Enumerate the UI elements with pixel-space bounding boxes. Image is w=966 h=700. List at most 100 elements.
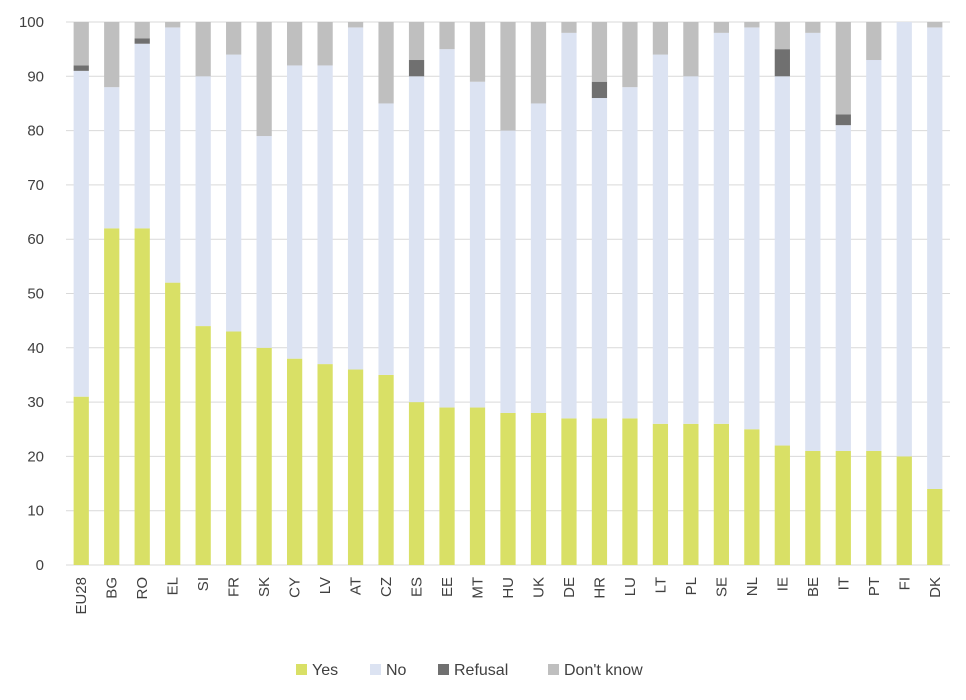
- bar-segment-no: [713, 32, 729, 424]
- bar-segment-no: [896, 22, 912, 457]
- bar-segment-yes: [134, 228, 150, 565]
- bar-segment-don-t-know: [683, 22, 699, 77]
- bar-segment-don-t-know: [866, 22, 882, 61]
- bar-segment-don-t-know: [347, 22, 364, 28]
- bar-segment-don-t-know: [73, 22, 89, 66]
- bar-segment-yes: [317, 364, 333, 565]
- x-tick-label: SK: [256, 577, 273, 597]
- bar-segment-no: [866, 60, 882, 451]
- bar-segment-don-t-know: [835, 22, 851, 115]
- bar-segment-yes: [378, 374, 394, 565]
- x-tick-label: CZ: [378, 577, 395, 597]
- x-tick-label: BG: [104, 577, 121, 599]
- x-tick-label: IE: [774, 577, 791, 591]
- bar-segment-no: [683, 76, 699, 424]
- x-tick-label: EL: [165, 577, 182, 595]
- bar-segment-no: [287, 65, 303, 359]
- bar-segment-don-t-know: [713, 22, 729, 33]
- legend-swatch: [296, 664, 307, 675]
- bar-segment-no: [561, 32, 577, 419]
- x-tick-label: DE: [561, 577, 578, 598]
- x-tick-label: AT: [348, 577, 365, 595]
- bar-segment-no: [652, 54, 669, 424]
- bar-segment-yes: [165, 282, 181, 565]
- x-tick-label: CY: [287, 577, 304, 598]
- bar-segment-don-t-know: [195, 22, 211, 77]
- bar-segment-don-t-know: [774, 22, 790, 50]
- bar-segment-yes: [500, 412, 516, 565]
- legend-label: No: [386, 662, 407, 679]
- bar-segment-no: [744, 27, 760, 430]
- bar-segment-no: [317, 65, 333, 365]
- x-tick-label: HU: [500, 577, 517, 599]
- y-tick-label: 0: [36, 557, 44, 574]
- x-tick-label: SE: [713, 577, 730, 597]
- bar-segment-don-t-know: [622, 22, 638, 88]
- bar-segment-no: [256, 136, 272, 348]
- bar-segment-yes: [866, 450, 882, 565]
- bar-segment-yes: [195, 326, 211, 565]
- bar-segment-yes: [805, 450, 821, 565]
- x-tick-label: PT: [866, 577, 883, 596]
- bar-segment-no: [622, 87, 638, 419]
- x-tick-label: UK: [530, 577, 547, 598]
- bar-segment-yes: [896, 456, 912, 565]
- bar-segment-don-t-know: [317, 22, 333, 66]
- bar-segment-yes: [469, 407, 486, 565]
- bar-segment-refusal: [835, 114, 851, 126]
- x-tick-label: FI: [896, 577, 913, 590]
- legend: Yes No Refusal Don't know: [296, 662, 643, 679]
- bar-segment-don-t-know: [408, 22, 425, 61]
- bar-segment-yes: [439, 407, 455, 565]
- bar-segment-no: [165, 27, 181, 283]
- bar-segment-don-t-know: [744, 22, 760, 28]
- x-tick-label: ES: [409, 577, 426, 597]
- bar-segment-don-t-know: [469, 22, 486, 82]
- legend-swatch: [370, 664, 381, 675]
- bar-segment-yes: [713, 423, 729, 565]
- y-tick-label: 90: [27, 68, 44, 85]
- bar-segment-yes: [256, 347, 272, 565]
- bar-segment-don-t-know: [927, 22, 943, 28]
- bar-segment-yes: [530, 412, 547, 565]
- y-tick-label: 80: [27, 123, 44, 140]
- bar-segment-yes: [226, 331, 242, 565]
- bar-segment-no: [378, 103, 394, 375]
- bar-segment-don-t-know: [226, 22, 242, 55]
- bar-segment-yes: [835, 450, 851, 565]
- x-tick-label: IT: [835, 577, 852, 590]
- bar-segment-don-t-know: [652, 22, 669, 55]
- bar-segment-no: [104, 87, 120, 229]
- legend-swatch: [438, 664, 449, 675]
- legend-label: Yes: [312, 662, 338, 679]
- bar-segment-yes: [622, 418, 638, 565]
- bar-segment-no: [835, 125, 851, 451]
- y-axis: 0 10 20 30 40 50 60 70 80 90 100: [19, 14, 44, 574]
- y-tick-label: 20: [27, 448, 44, 465]
- x-tick-label: DK: [927, 577, 944, 598]
- bar-segment-no: [347, 27, 364, 370]
- bar-segment-don-t-know: [591, 22, 608, 82]
- bar-segment-refusal: [408, 60, 425, 77]
- y-tick-label: 60: [27, 231, 44, 248]
- x-tick-label: NL: [744, 577, 761, 596]
- x-tick-label: LU: [622, 577, 639, 596]
- bar-segment-don-t-know: [378, 22, 394, 104]
- bars: [73, 22, 943, 565]
- bar-segment-refusal: [774, 49, 790, 77]
- y-tick-label: 30: [27, 394, 44, 411]
- bar-segment-no: [774, 76, 790, 446]
- x-tick-label: PL: [683, 577, 700, 595]
- x-tick-label: LV: [317, 577, 334, 594]
- bar-segment-no: [805, 32, 821, 451]
- bar-segment-yes: [287, 358, 303, 565]
- y-tick-label: 40: [27, 340, 44, 357]
- legend-label: Refusal: [454, 662, 508, 679]
- bar-segment-yes: [73, 396, 89, 565]
- bar-segment-no: [439, 49, 455, 408]
- x-tick-label: FR: [226, 577, 243, 597]
- bar-segment-yes: [591, 418, 608, 565]
- bar-segment-yes: [744, 429, 760, 565]
- y-tick-label: 10: [27, 503, 44, 520]
